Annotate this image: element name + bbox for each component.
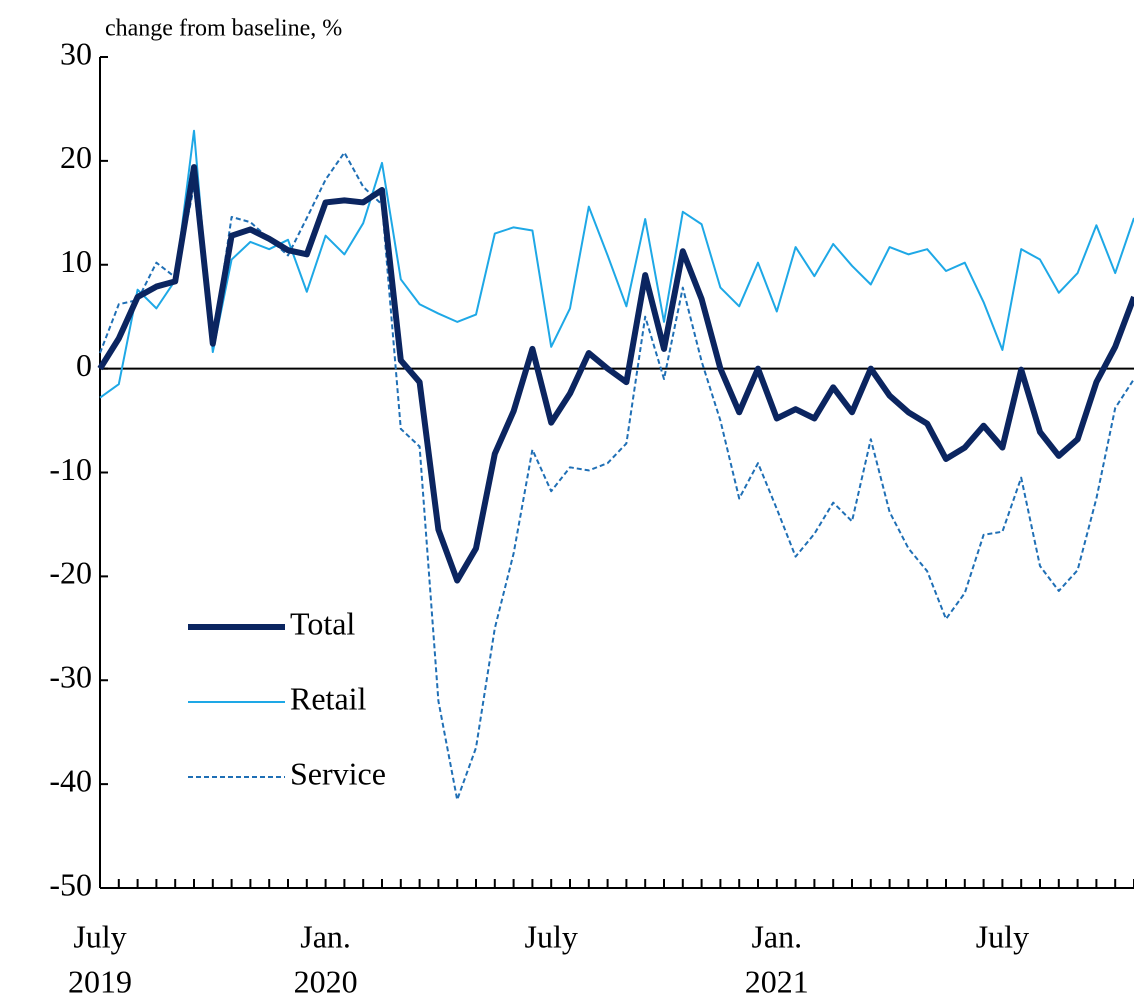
y-tick-label: -50	[49, 866, 92, 902]
x-tick-label: July	[976, 918, 1029, 954]
x-tick-label: July	[73, 918, 126, 954]
x-tick-label: Jan.	[751, 918, 802, 954]
y-tick-label: 30	[60, 35, 92, 71]
y-tick-label: -30	[49, 659, 92, 695]
x-tick-year: 2019	[68, 963, 132, 999]
y-tick-label: 20	[60, 139, 92, 175]
x-tick-year: 2021	[745, 963, 809, 999]
series-line	[97, 164, 1134, 584]
y-tick-label: 10	[60, 243, 92, 279]
y-tick-label: -10	[49, 451, 92, 487]
y-tick-label: -20	[49, 555, 92, 591]
legend-label: Service	[290, 755, 386, 791]
x-tick-year: 2020	[294, 963, 358, 999]
y-tick-label: 0	[76, 347, 92, 383]
y-tick-label: -40	[49, 762, 92, 798]
legend-label: Retail	[290, 680, 367, 716]
x-tick-label: Jan.	[300, 918, 351, 954]
chart-title: change from baseline, %	[105, 16, 342, 42]
x-tick-label: July	[525, 918, 578, 954]
legend-label: Total	[290, 605, 355, 641]
series-line	[99, 129, 1134, 399]
